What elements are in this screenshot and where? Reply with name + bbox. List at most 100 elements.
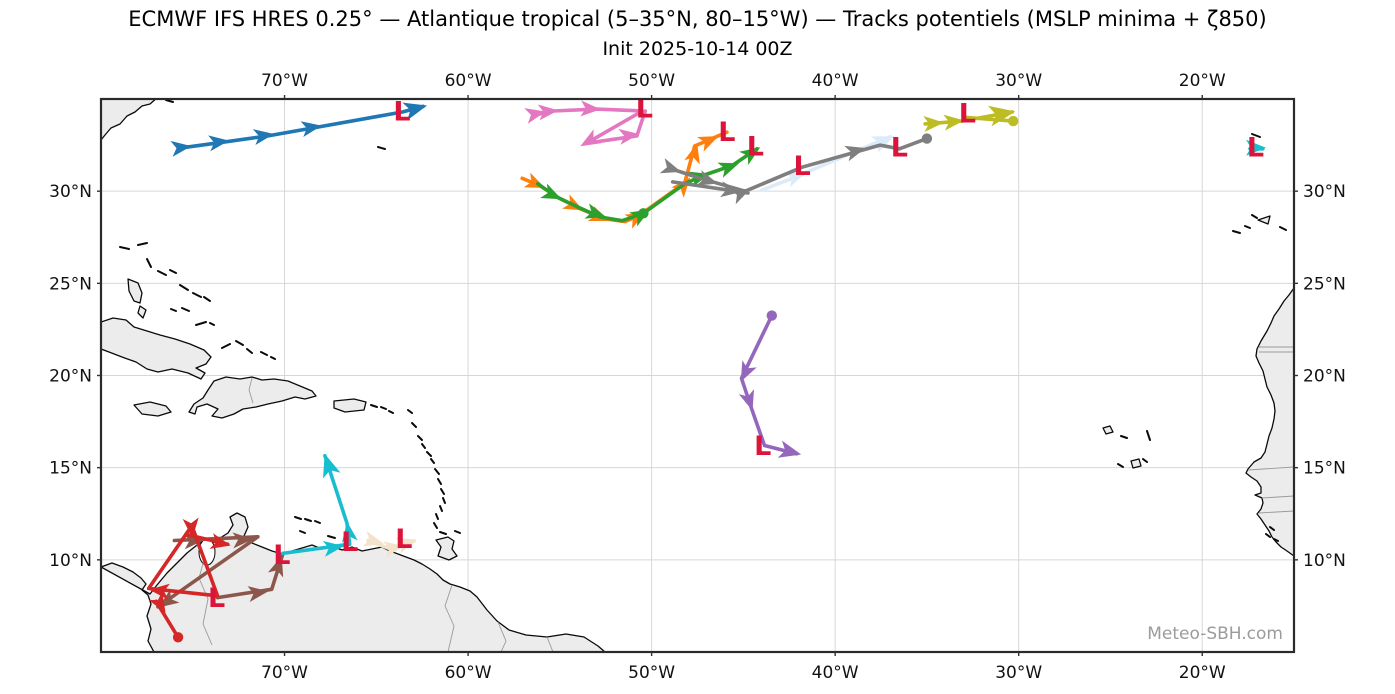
direction-arrow-icon <box>402 102 428 121</box>
track-line <box>146 523 220 598</box>
country-border <box>546 636 554 652</box>
track-blue-track: L <box>170 97 428 157</box>
country-border <box>1247 466 1294 471</box>
landmass <box>188 376 317 419</box>
y-tick-label-right: 25°N <box>1303 274 1346 294</box>
track-green-track: L <box>535 132 764 227</box>
x-tick-label-top: 20°W <box>1179 71 1226 91</box>
direction-arrow-icon <box>524 108 546 124</box>
y-tick-label-left: 20°N <box>49 367 92 387</box>
country-border <box>248 377 254 404</box>
country-border <box>444 584 455 652</box>
direction-arrow-icon <box>618 128 640 145</box>
x-tick-label-bottom: 70°W <box>261 663 308 683</box>
small-islands <box>1251 133 1261 138</box>
direction-arrow-icon <box>183 533 205 550</box>
x-tick-label-top: 30°W <box>995 71 1042 91</box>
direction-arrow-icon <box>208 135 230 152</box>
x-tick-label-bottom: 40°W <box>812 663 859 683</box>
track-line <box>535 147 759 223</box>
landmass <box>1245 287 1294 557</box>
x-tick-label-top: 50°W <box>628 71 675 91</box>
landmass <box>1130 458 1142 469</box>
landmass <box>1102 425 1114 435</box>
direction-arrow-icon <box>209 533 231 549</box>
landmass <box>101 512 606 652</box>
direction-arrow-icon <box>1246 139 1266 156</box>
country-border <box>497 621 507 652</box>
direction-arrow-icon <box>943 114 965 131</box>
x-tick-label-bottom: 30°W <box>995 663 1042 683</box>
y-tick-label-left: 30°N <box>49 182 92 202</box>
grid-layer <box>101 99 1294 652</box>
direction-arrow-icon <box>170 140 192 157</box>
track-point-dot <box>638 208 649 219</box>
x-tick-label-top: 40°W <box>812 71 859 91</box>
direction-arrow-icon <box>300 121 322 138</box>
tick-labels: 70°W 70°W 60°W 60°W 50°W 50°W 40°W 40°W 30°W 30°W… <box>49 71 1346 683</box>
direction-arrow-icon <box>537 104 559 121</box>
track-gray-track: LL <box>659 132 933 205</box>
landmass <box>1257 215 1271 225</box>
low-pressure-marker: L <box>747 132 764 163</box>
direction-arrow-icon <box>323 453 341 479</box>
direction-arrow-icon <box>696 170 718 186</box>
y-tick-label-right: 10°N <box>1303 551 1346 571</box>
low-pressure-marker: L <box>636 94 653 125</box>
track-red-track: L <box>146 517 231 643</box>
low-pressure-marker: L <box>1247 132 1264 163</box>
direction-arrow-icon <box>844 145 866 162</box>
direction-arrow-icon <box>267 555 284 578</box>
direction-arrow-icon <box>252 129 274 145</box>
landmass <box>333 398 367 413</box>
track-pink-track: L <box>524 94 653 147</box>
small-islands <box>407 409 461 535</box>
track-line <box>669 136 929 193</box>
low-pressure-marker: L <box>891 132 908 163</box>
direction-arrow-icon <box>580 100 601 117</box>
low-pressure-marker: L <box>341 527 358 558</box>
direction-arrow-icon <box>149 583 170 600</box>
track-line <box>964 115 1016 123</box>
x-tick-label-bottom: 20°W <box>1179 663 1226 683</box>
small-islands <box>299 530 336 539</box>
low-pressure-marker: L <box>718 117 735 148</box>
direction-arrow-icon <box>395 538 417 554</box>
direction-arrow-icon <box>247 586 269 602</box>
direction-arrow-icon <box>987 105 1016 127</box>
landmass <box>435 536 458 561</box>
y-tick-label-right: 20°N <box>1303 367 1346 387</box>
low-pressure-marker: L <box>754 431 771 462</box>
direction-arrow-icon <box>182 517 199 539</box>
small-islands <box>370 404 394 414</box>
direction-arrow-icon <box>777 440 802 458</box>
direction-arrow-icon <box>362 530 384 547</box>
x-tick-label-top: 60°W <box>445 71 492 91</box>
direction-arrow-icon <box>697 136 719 152</box>
track-point-dot <box>172 632 184 643</box>
direction-arrow-icon <box>383 541 405 558</box>
country-border <box>1258 510 1294 514</box>
landmass <box>101 99 157 141</box>
low-pressure-marker: L <box>393 97 410 128</box>
direction-arrow-icon <box>341 521 358 543</box>
track-point-dot <box>1008 115 1019 127</box>
country-border <box>1261 495 1294 499</box>
watermark-text: Meteo-SBH.com <box>1147 624 1283 644</box>
low-pressure-marker: L <box>273 540 290 571</box>
direction-arrow-icon <box>684 143 700 165</box>
x-tick-label-bottom: 60°W <box>445 663 492 683</box>
track-point-dot <box>921 133 933 144</box>
low-pressure-marker: L <box>208 583 225 614</box>
track-olive-track: L <box>923 99 1019 132</box>
y-tick-label-left: 25°N <box>49 274 92 294</box>
landmass <box>127 278 143 304</box>
landmass <box>133 401 172 417</box>
y-tick-label-left: 10°N <box>49 551 92 571</box>
low-pressure-marker: L <box>395 524 412 555</box>
track-point-dot <box>766 310 777 321</box>
x-tick-label-top: 70°W <box>261 71 308 91</box>
direction-arrow-icon <box>784 172 806 188</box>
